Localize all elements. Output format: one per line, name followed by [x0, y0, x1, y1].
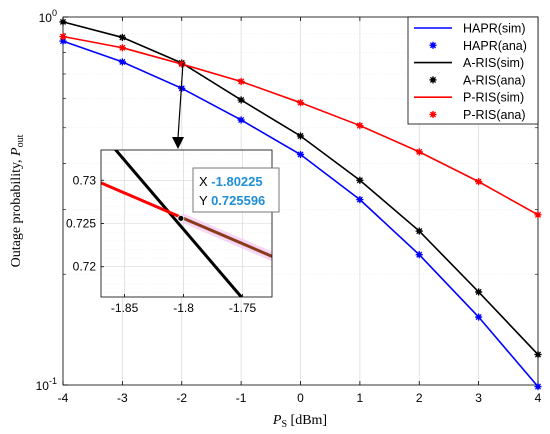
x-tick-label: 0	[297, 391, 304, 405]
data-point-HAPR(ana)	[356, 196, 364, 204]
marker-center	[357, 177, 363, 183]
marker-center	[357, 123, 363, 128]
data-point-HAPR(ana)	[296, 150, 305, 159]
data-point-P-RIS(ana)	[118, 44, 126, 52]
legend-label: HAPR(sim)	[463, 22, 526, 36]
marker-center	[238, 79, 244, 84]
x-tick-label: 2	[416, 391, 423, 405]
legend: HAPR(sim) HAPR(ana) A-RIS(sim) A-RIS(ana) P-…	[407, 16, 539, 125]
data-point-P-RIS(ana)	[237, 77, 245, 86]
x-tick-label: 3	[475, 391, 482, 405]
x-tick-label: -2	[176, 391, 187, 405]
x-tick-label: 4	[535, 391, 542, 405]
inset-y-tick-label: 0.725	[66, 217, 96, 231]
data-tip-marker	[177, 214, 185, 222]
x-axis-label: PS [dBm]	[272, 413, 327, 430]
marker-center	[298, 100, 303, 105]
data-tip-box	[192, 167, 280, 213]
marker-center	[120, 35, 125, 40]
data-point-A-RIS(ana)	[534, 350, 542, 359]
marker-center	[535, 352, 541, 357]
data-point-P-RIS(ana)	[475, 178, 483, 186]
marker-center	[357, 197, 363, 202]
data-point-A-RIS(ana)	[296, 132, 305, 140]
data-point-P-RIS(ana)	[415, 148, 423, 156]
marker-center	[430, 77, 436, 83]
data-point-HAPR(ana)	[415, 251, 423, 259]
data-point-P-RIS(ana)	[296, 99, 305, 107]
legend-label: A-RIS(ana)	[463, 73, 526, 87]
data-point-HAPR(ana)	[475, 313, 483, 321]
marker-center	[476, 289, 481, 295]
inset-line-group	[101, 150, 272, 297]
marker-center	[535, 212, 541, 218]
legend-label: HAPR(ana)	[463, 39, 527, 53]
inset-x-tick-label: -1.8	[173, 301, 194, 315]
marker-center	[120, 59, 125, 65]
marker-center	[476, 179, 481, 184]
legend-label: P-RIS(ana)	[463, 108, 526, 122]
inset-plot: -1.85 -1.8 -1.75 0.72 0.725 0.73 X -1.80225 Y…	[66, 149, 280, 315]
inset-lines	[101, 150, 272, 297]
x-tick-label: -1	[236, 391, 247, 405]
inset-series-line	[182, 216, 272, 258]
data-point-HAPR(ana)	[237, 116, 245, 124]
inset-x-tick-label: -1.85	[111, 301, 139, 315]
data-point-P-RIS(ana)	[178, 60, 186, 68]
data-tip-x: X -1.80225	[199, 174, 263, 189]
marker-center	[238, 97, 244, 103]
data-point-A-RIS(ana)	[415, 227, 423, 235]
inset-y-tick-label: 0.72	[73, 260, 97, 274]
main-axis-ticks: -4 -3 -2 -1 0 1 2 3 4 10-1 100	[36, 8, 542, 405]
marker-center	[535, 384, 541, 389]
data-point-A-RIS(ana)	[237, 96, 245, 104]
marker-center	[416, 149, 422, 155]
data-tip: X -1.80225 Y 0.725596	[177, 167, 280, 222]
inset-series-line	[113, 150, 243, 297]
legend-label: P-RIS(sim)	[463, 91, 524, 105]
legend-swatch-marker	[429, 41, 437, 49]
y-axis-label: Outage probability, Pout	[9, 134, 26, 267]
data-tip-y: Y 0.725596	[199, 193, 265, 208]
marker-center	[430, 112, 436, 117]
x-tick-label: -4	[58, 391, 69, 405]
data-point-P-RIS(ana)	[59, 32, 67, 41]
marker-center	[430, 43, 436, 48]
marker-center	[238, 117, 244, 123]
inset-axis-ticks: -1.85 -1.8 -1.75 0.72 0.725 0.73	[66, 173, 257, 315]
data-point-A-RIS(ana)	[356, 176, 364, 184]
zoom-arrow	[172, 62, 184, 149]
marker-center	[416, 252, 422, 257]
data-point-HAPR(ana)	[534, 383, 542, 391]
main-series	[59, 18, 542, 391]
legend-label: A-RIS(sim)	[463, 56, 524, 70]
inset-x-tick-label: -1.75	[229, 301, 257, 315]
data-point-P-RIS(ana)	[356, 121, 364, 130]
x-tick-label: 1	[357, 391, 364, 405]
data-point-P-RIS(ana)	[534, 211, 542, 219]
marker-center	[120, 45, 125, 51]
data-point-A-RIS(ana)	[475, 288, 483, 296]
inset-series-line	[101, 181, 185, 220]
legend-box	[407, 16, 539, 125]
marker-center	[60, 34, 66, 39]
inset-y-tick-label: 0.73	[73, 173, 97, 187]
legend-swatch-marker	[429, 110, 437, 119]
y-tick-label: 100	[39, 8, 57, 25]
x-tick-label: -3	[117, 391, 128, 405]
data-point-HAPR(ana)	[118, 58, 126, 66]
marker-center	[60, 19, 66, 25]
marker-center	[416, 228, 422, 234]
legend-swatch-marker	[429, 76, 437, 84]
marker-center	[298, 133, 303, 139]
marker-center	[298, 152, 303, 157]
y-tick-label: 10-1	[36, 376, 57, 393]
inset-grid	[101, 150, 272, 297]
data-point-A-RIS(ana)	[59, 18, 67, 26]
data-point-A-RIS(ana)	[118, 33, 126, 42]
marker-center	[60, 38, 66, 44]
marker-center	[476, 314, 481, 320]
